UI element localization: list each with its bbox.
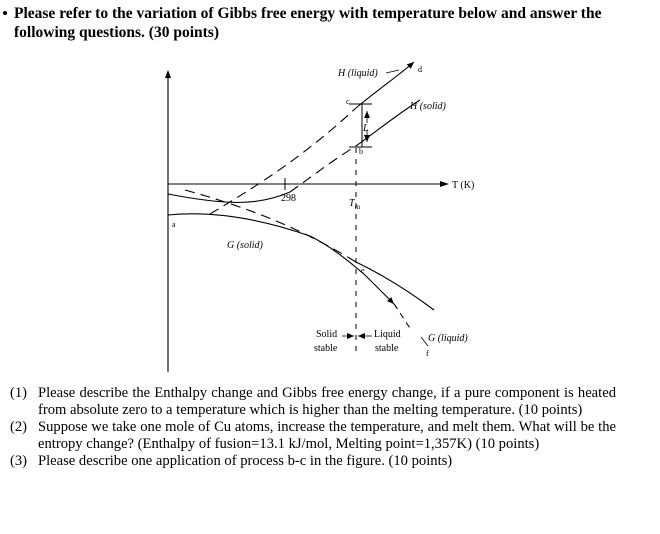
g-liquid-label: G (liquid) <box>428 333 468 344</box>
h-liquid-curve <box>355 61 415 109</box>
question-3-number: (3) <box>10 453 28 469</box>
question-1-text: Please describe the Enthalpy change and … <box>38 385 616 418</box>
question-heading: Please refer to the variation of Gibbs f… <box>14 5 602 41</box>
g-solid-label: G (solid) <box>227 240 264 251</box>
solid-stable-label-line1: Solid <box>316 329 337 340</box>
question-3: (3) Please describe one application of p… <box>10 453 616 470</box>
h-solid-curve-dashed <box>289 145 357 193</box>
gibbs-energy-diagram: T (K) 298 Tm L H (liquid) H (solid) G (s… <box>165 61 474 372</box>
point-f-leader <box>420 336 429 347</box>
h-solid-label: H (solid) <box>409 101 447 112</box>
point-d-label: d <box>418 65 422 74</box>
g-solid-curve <box>167 213 395 305</box>
point-c-label: c <box>346 97 350 106</box>
g-solid-curve-dashed <box>393 303 411 329</box>
question-3-text: Please describe one application of proce… <box>38 453 453 469</box>
question-list: (1) Please describe the Enthalpy change … <box>10 385 616 470</box>
y-axis-arrowhead <box>165 70 171 78</box>
h-liquid-leader <box>385 69 400 74</box>
g-liquid-curve-dashed <box>184 189 357 263</box>
liquid-stable-label-line1: Liquid <box>374 329 401 340</box>
solid-stable-label-line2: stable <box>314 343 338 354</box>
t-axis-arrowhead <box>440 181 449 187</box>
tick-298-label: 298 <box>281 193 296 204</box>
question-1: (1) Please describe the Enthalpy change … <box>10 385 616 419</box>
latent-heat-label: L <box>362 123 369 134</box>
point-b-label: b <box>359 147 363 156</box>
t-axis-label: T (K) <box>452 180 474 191</box>
h-liquid-label: H (liquid) <box>337 68 378 79</box>
g-liquid-curve <box>355 261 435 311</box>
tm-label: Tm <box>349 198 361 211</box>
h-solid-curve-low <box>167 191 291 203</box>
question-2-text: Suppose we take one mole of Cu atoms, in… <box>38 419 616 452</box>
list-bullet <box>3 11 7 15</box>
h-liquid-curve-dashed <box>209 107 357 215</box>
question-2-number: (2) <box>10 419 28 435</box>
point-a-label: a <box>172 220 176 229</box>
point-e-label: e <box>361 266 365 275</box>
liquid-stable-label-line2: stable <box>375 343 399 354</box>
question-2: (2) Suppose we take one mole of Cu atoms… <box>10 419 616 453</box>
question-1-number: (1) <box>10 385 28 401</box>
point-f-label: f <box>426 349 429 358</box>
